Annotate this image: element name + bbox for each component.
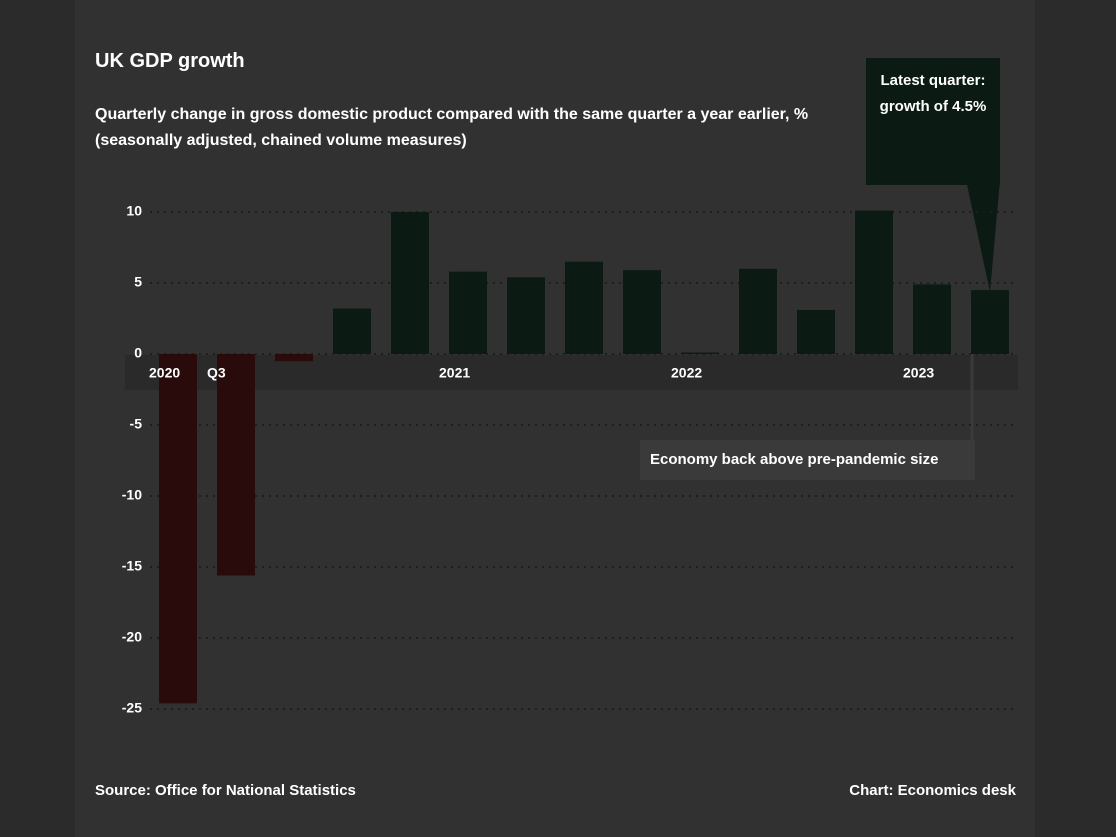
bar: [449, 271, 487, 354]
category-band: [125, 355, 1018, 390]
bar: [913, 284, 951, 354]
y-tick-label: -25: [122, 700, 142, 716]
bar: [681, 352, 719, 354]
source-note: Source: Office for National Statistics: [95, 782, 356, 799]
annotation-pointer: [966, 180, 1000, 292]
y-tick-label: 0: [134, 345, 142, 361]
y-tick-label: -10: [122, 487, 142, 503]
y-tick-label: -5: [130, 416, 143, 432]
bar: [217, 354, 255, 576]
y-tick-label: -20: [122, 629, 142, 645]
bar: [739, 268, 777, 354]
grid: 10 5 0 -5 -10 -15 -20 -25: [122, 203, 1015, 716]
x-tick-label: 2021: [439, 365, 470, 381]
x-tick-label: 2022: [671, 365, 702, 381]
x-tick-label: 2023: [903, 365, 934, 381]
annotation: Latest quarter: growth of 4.5%: [866, 58, 1000, 185]
bar: [855, 210, 893, 354]
y-tick-label: 5: [134, 274, 142, 290]
x-tick-label: Q3: [207, 365, 226, 381]
chart-subtitle: Quarterly change in gross domestic produ…: [95, 106, 809, 149]
x-tick-label: 2020: [149, 365, 180, 381]
bar: [623, 270, 661, 354]
bar: [971, 290, 1009, 354]
y-tick-label: 10: [126, 203, 142, 219]
annotation: Economy back above pre-pandemic size: [640, 440, 975, 480]
bar: [391, 212, 429, 354]
y-tick-label: -15: [122, 558, 142, 574]
bar: [159, 354, 197, 704]
bar: [565, 261, 603, 354]
bar: [333, 308, 371, 354]
bar: [797, 309, 835, 354]
bar: [507, 277, 545, 354]
bars: 2020 Q3 2021 2022 2023: [149, 210, 1009, 704]
credit-note: Chart: Economics desk: [849, 782, 1016, 799]
chart-title: UK GDP growth: [95, 50, 245, 72]
bar: [275, 354, 313, 362]
